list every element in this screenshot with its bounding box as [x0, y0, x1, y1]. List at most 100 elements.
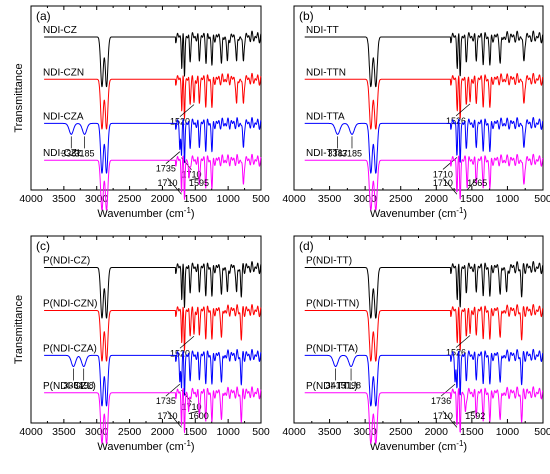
- annotation-label: 3354: [63, 381, 83, 391]
- annotation-label: 1710: [433, 178, 453, 188]
- x-tick-label: 4000: [282, 426, 306, 438]
- series-line: [304, 348, 544, 407]
- x-tick-label: 4000: [19, 193, 43, 205]
- x-axis-label: Wavenumber (cm-1): [97, 439, 194, 453]
- series-label: P(NDI-TTA): [306, 343, 358, 354]
- x-tick-label: 3500: [318, 426, 342, 438]
- annotation-label: 1710: [181, 170, 201, 180]
- series-line: [43, 117, 262, 174]
- annotation-label: 1710: [157, 411, 177, 421]
- chart-panel-1: 4000 3500 3000 2500 2000 1500 1000 500Wavenumbe…: [13, 5, 270, 220]
- panel-label: (a): [36, 9, 51, 23]
- annotation-label: 1526: [446, 347, 466, 357]
- annotation-arrow: [455, 335, 471, 348]
- annotation-label: 1526: [446, 116, 466, 126]
- x-tick-label: 1000: [496, 193, 520, 205]
- x-tick-label: 2000: [425, 426, 449, 438]
- x-tick-label: 3500: [52, 426, 76, 438]
- annotation-label: 1710: [433, 169, 453, 179]
- x-tick-label: 1000: [216, 193, 240, 205]
- annotation-label: 3198: [74, 381, 94, 391]
- annotation-arrow: [179, 335, 195, 349]
- annotation-arrow: [455, 103, 471, 117]
- y-axis-label: Transmittance: [13, 295, 25, 364]
- annotation-label: 1736: [431, 396, 451, 406]
- series-label: NDI-CZ: [43, 25, 77, 36]
- x-tick-label: 2500: [118, 193, 142, 205]
- series-line: [304, 386, 544, 444]
- annotation-label: 1735: [156, 164, 176, 174]
- x-tick-label: 500: [252, 193, 270, 205]
- x-tick-label: 500: [252, 426, 270, 438]
- series-label: P(NDI-CZN): [43, 299, 97, 310]
- series-label: P(NDI-TTL): [306, 381, 358, 392]
- series-line: [304, 261, 544, 319]
- x-tick-label: 2500: [389, 193, 413, 205]
- annotation-arrow: [167, 177, 182, 195]
- series-line: [304, 117, 544, 174]
- x-axis-label: Wavenumber (cm-1): [370, 439, 467, 453]
- x-axis-label: Wavenumber (cm-1): [97, 206, 194, 220]
- x-tick-label: 2000: [151, 426, 175, 438]
- annotation-arrow: [165, 151, 181, 164]
- annotation-arrow: [179, 104, 195, 117]
- series-line: [43, 386, 262, 444]
- annotation-label: 1520: [170, 117, 190, 127]
- annotation-arrow: [167, 410, 182, 428]
- series-label: NDI-CZN: [43, 67, 84, 78]
- annotation-arrow: [466, 177, 478, 191]
- annotation-label: 1735: [156, 396, 176, 406]
- series-line: [43, 349, 262, 407]
- x-axis-label: Wavenumber (cm-1): [370, 206, 467, 220]
- series-line: [43, 304, 262, 362]
- series-line: [43, 72, 262, 130]
- panel-label: (c): [36, 239, 50, 253]
- x-tick-label: 1500: [184, 426, 208, 438]
- x-tick-label: 500: [534, 193, 550, 205]
- annotation-label: 1710: [157, 178, 177, 188]
- series-label: NDI-TTL: [306, 148, 345, 159]
- annotation-arrow: [188, 177, 200, 181]
- series-line: [304, 304, 544, 362]
- chart-panel-3: 4000 3500 3000 2500 2000 1500 1000 500Wavenumbe…: [13, 235, 270, 453]
- annotation-label: 1520: [170, 348, 190, 358]
- series-line: [304, 153, 544, 211]
- x-tick-label: 2000: [151, 193, 175, 205]
- series-label: NDI-TT: [306, 25, 339, 36]
- annotation-label: 3387: [61, 148, 81, 158]
- annotation-label: 1595: [189, 178, 209, 188]
- series-line: [304, 72, 544, 130]
- series-line: [43, 261, 262, 319]
- annotation-label: 3198: [341, 381, 361, 391]
- annotation-label: 1710: [181, 402, 201, 412]
- series-label: NDI-TTN: [306, 67, 346, 78]
- panel-label: (d): [299, 239, 314, 253]
- x-tick-label: 4000: [282, 193, 306, 205]
- annotation-arrow: [442, 177, 458, 195]
- series-line: [304, 30, 544, 88]
- series-label: P(NDI-CZL): [43, 381, 96, 392]
- annotation-arrow: [442, 410, 458, 428]
- series-line: [43, 153, 262, 211]
- x-tick-label: 500: [534, 426, 550, 438]
- annotation-label: 1565: [467, 178, 487, 188]
- series-label: P(NDI-TTN): [306, 299, 359, 310]
- x-tick-label: 1000: [496, 426, 520, 438]
- x-tick-label: 1500: [460, 426, 484, 438]
- series-line: [43, 30, 262, 88]
- panel-label: (b): [299, 9, 314, 23]
- annotation-label: 1710: [433, 411, 453, 421]
- annotation-label: 1592: [465, 411, 485, 421]
- annotation-arrow: [465, 410, 476, 414]
- series-label: P(NDI-TT): [306, 256, 352, 267]
- annotation-arrow: [188, 410, 199, 414]
- series-label: P(NDI-CZ): [43, 256, 90, 267]
- annotation-label: 3387: [328, 148, 348, 158]
- series-label: NDI-CZL: [43, 148, 83, 159]
- x-tick-label: 4000: [19, 426, 43, 438]
- x-tick-label: 3000: [353, 426, 377, 438]
- x-tick-label: 2500: [118, 426, 142, 438]
- chart-panel-4: 4000 3500 3000 2500 2000 1500 1000 500 Wavenumbe…: [282, 235, 550, 453]
- x-tick-label: 1500: [184, 193, 208, 205]
